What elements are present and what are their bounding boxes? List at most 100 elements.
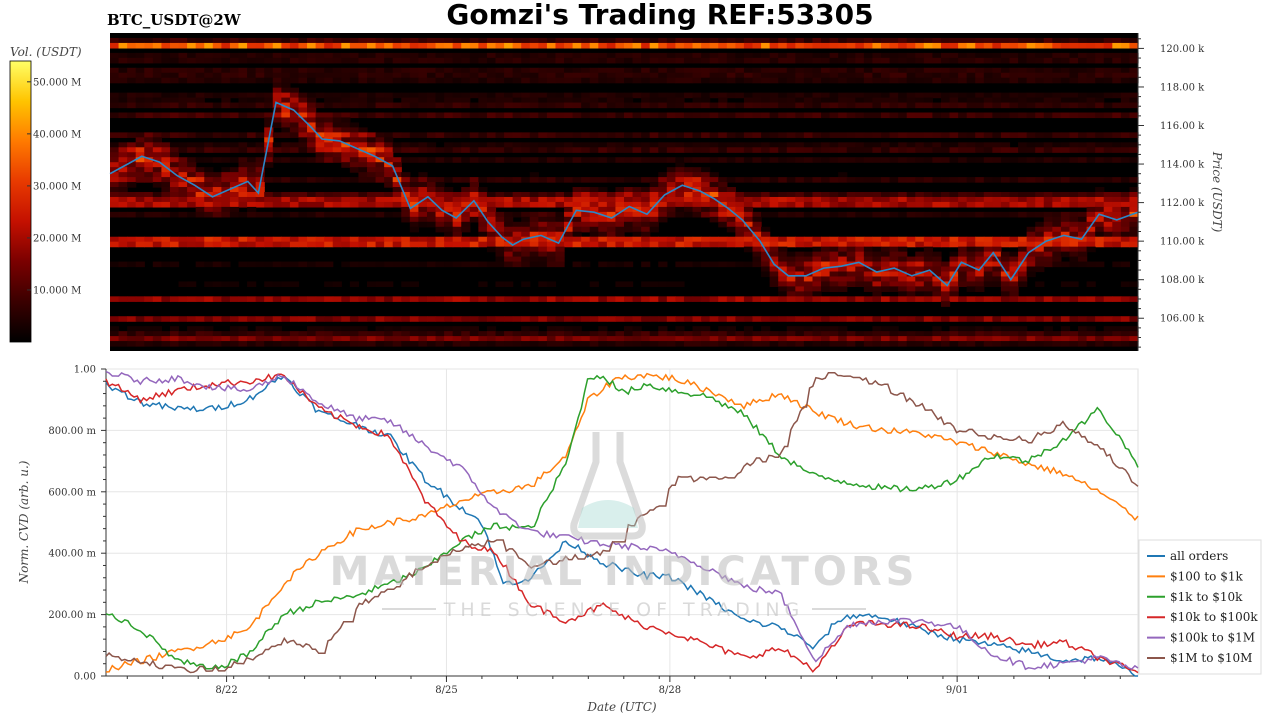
heatmap-cell — [1009, 42, 1019, 49]
heatmap-cell — [838, 147, 848, 153]
heatmap-cell — [666, 236, 676, 243]
heatmap-cell — [1069, 142, 1079, 148]
heatmap-cell — [1120, 147, 1131, 153]
heatmap-cell — [264, 296, 274, 302]
heatmap-cell — [495, 296, 505, 302]
heatmap-cell — [649, 37, 659, 44]
heatmap-cell — [546, 177, 557, 183]
heatmap-cell — [589, 226, 599, 233]
heatmap-cell — [975, 157, 985, 163]
heatmap-cell — [392, 92, 402, 99]
heatmap-cell — [932, 112, 942, 119]
heatmap-cell — [1052, 211, 1062, 218]
heatmap-cell — [221, 42, 231, 49]
heatmap-cell — [983, 112, 993, 119]
heatmap-cell — [212, 236, 222, 243]
heatmap-cell — [426, 147, 437, 153]
heatmap-cell — [606, 147, 617, 153]
heatmap-cell — [461, 42, 471, 49]
heatmap-cell — [127, 112, 137, 119]
heatmap-cell — [229, 57, 240, 64]
heatmap-cell — [512, 52, 522, 59]
heatmap-cell — [504, 236, 514, 243]
heatmap-cell — [212, 132, 222, 138]
heatmap-cell — [692, 336, 702, 342]
heatmap-cell — [855, 177, 865, 183]
heatmap-cell — [649, 147, 659, 153]
heatmap-cell — [675, 296, 685, 302]
heatmap-cell — [966, 147, 976, 153]
heatmap-cell — [803, 241, 814, 248]
heatmap-cell — [247, 192, 257, 198]
heatmap-cell — [538, 296, 548, 302]
heatmap-cell — [1018, 102, 1028, 109]
heatmap-cell — [778, 37, 788, 44]
heatmap-cell — [949, 251, 959, 258]
heatmap-cell — [444, 196, 454, 203]
heatmap-cell — [247, 72, 257, 79]
heatmap-cell — [247, 162, 257, 168]
heatmap-cell — [906, 341, 916, 347]
heatmap-cell — [461, 241, 471, 248]
heatmap-cell — [512, 37, 522, 44]
heatmap-cell — [923, 37, 933, 44]
heatmap-cell — [701, 157, 711, 163]
heatmap-cell — [589, 187, 599, 193]
heatmap-cell — [418, 241, 428, 248]
heatmap-cell — [255, 172, 265, 178]
heatmap-cell — [521, 147, 531, 153]
heatmap-cell — [1043, 132, 1053, 138]
heatmap-cell — [992, 246, 1002, 253]
heatmap-cell — [349, 132, 360, 138]
heatmap-cell — [1009, 331, 1019, 337]
heatmap-cell — [324, 157, 334, 163]
heatmap-cell — [649, 236, 659, 243]
heatmap-cell — [144, 67, 154, 74]
heatmap-cell — [949, 77, 959, 84]
heatmap-cell — [486, 132, 497, 138]
heatmap-cell — [1035, 221, 1045, 228]
heatmap-cell — [812, 112, 822, 119]
heatmap-cell — [221, 201, 231, 208]
heatmap-cell — [307, 37, 317, 44]
heatmap-cell — [298, 42, 308, 49]
heatmap-cell — [178, 201, 188, 208]
heatmap-cell — [1018, 251, 1028, 258]
heatmap-cell — [992, 316, 1002, 322]
heatmap-cell — [1120, 192, 1131, 198]
heatmap-cell — [898, 72, 908, 79]
heatmap-cell — [298, 37, 308, 44]
heatmap-cell — [315, 57, 325, 64]
heatmap-cell — [401, 341, 411, 347]
heatmap-cell — [795, 326, 805, 332]
heatmap-cell — [1129, 196, 1139, 203]
heatmap-cell — [632, 42, 642, 49]
heatmap-cell — [1095, 67, 1105, 74]
heatmap-cell — [606, 236, 617, 243]
heatmap-cell — [529, 226, 539, 233]
heatmap-cell — [564, 92, 574, 99]
heatmap-cell — [821, 266, 831, 273]
heatmap-cell — [375, 152, 385, 158]
heatmap-cell — [332, 122, 342, 129]
heatmap-cell — [281, 201, 291, 208]
heatmap-cell — [572, 216, 582, 223]
heatmap-cell — [898, 196, 908, 203]
heatmap-cell — [504, 72, 514, 79]
heatmap-cell — [529, 221, 539, 228]
heatmap-cell — [341, 201, 351, 208]
heatmap-cell — [812, 132, 822, 138]
heatmap-cell — [812, 251, 822, 258]
heatmap-cell — [649, 97, 659, 104]
heatmap-cell — [152, 112, 162, 119]
heatmap-cell — [1035, 42, 1045, 49]
heatmap-cell — [872, 256, 882, 263]
watermark-sub-text: THE SCIENCE OF TRADING — [443, 599, 805, 621]
heatmap-cell — [949, 57, 959, 64]
heatmap-cell — [846, 296, 856, 302]
heatmap-cell — [709, 187, 719, 193]
heatmap-cell — [709, 261, 719, 268]
heatmap-cell — [940, 132, 951, 138]
price-tick-label: 120.00 k — [1160, 44, 1205, 55]
